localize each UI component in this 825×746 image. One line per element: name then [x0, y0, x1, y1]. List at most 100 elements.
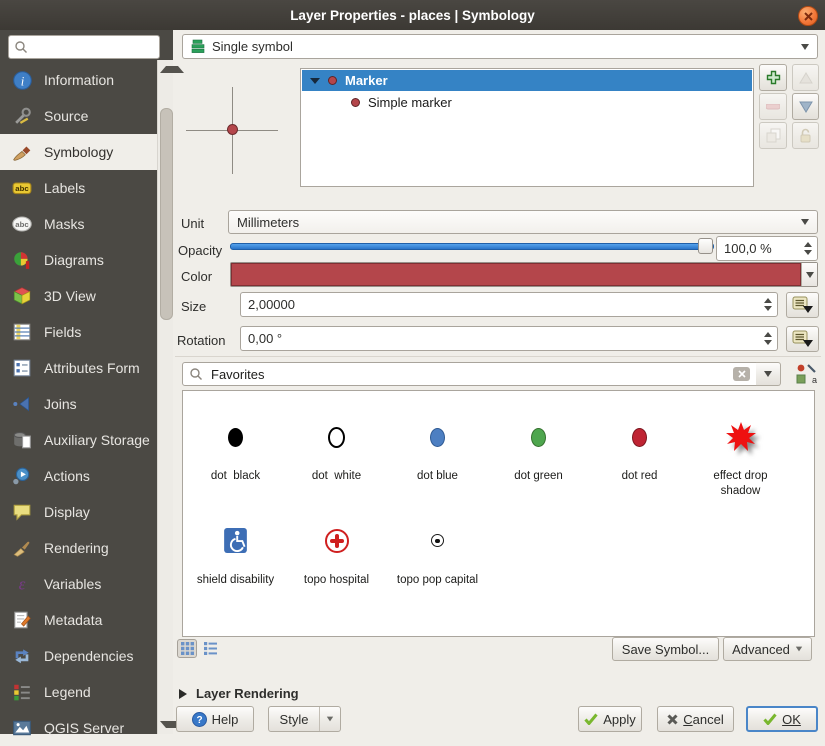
wheelchair-icon — [224, 528, 247, 554]
ok-button[interactable]: OK — [746, 706, 818, 732]
sidebar-item-legend[interactable]: Legend — [0, 674, 157, 710]
save-symbol-button[interactable]: Save Symbol... — [612, 637, 719, 661]
sidebar-item-auxiliary-storage[interactable]: Auxiliary Storage — [0, 422, 157, 458]
size-spinbox[interactable]: 2,00000 — [240, 292, 778, 317]
style-dropdown[interactable] — [319, 707, 340, 731]
sidebar-item-joins[interactable]: Joins — [0, 386, 157, 422]
advanced-button[interactable]: Advanced — [723, 637, 812, 661]
sidebar-item-fields[interactable]: Fields — [0, 314, 157, 350]
sidebar-search[interactable] — [8, 35, 160, 59]
lock-colors-button[interactable] — [792, 122, 819, 149]
symbol-filter[interactable] — [182, 362, 757, 386]
tree-child-label: Simple marker — [368, 95, 452, 110]
remove-symbol-layer-button[interactable] — [759, 93, 787, 120]
color-swatch[interactable] — [231, 263, 801, 286]
sidebar-items: i Information Source Symbology abc Label… — [0, 62, 157, 746]
move-up-button[interactable] — [792, 64, 819, 91]
tree-row-simple-marker[interactable]: Simple marker — [301, 92, 753, 113]
sidebar-item-masks[interactable]: abc Masks — [0, 206, 157, 242]
clear-filter-icon[interactable] — [733, 367, 750, 381]
brush-icon — [12, 538, 32, 558]
unlock-icon — [800, 128, 811, 143]
sidebar-item-variables[interactable]: ε Variables — [0, 566, 157, 602]
layer-rendering-header[interactable]: Layer Rendering — [179, 686, 299, 701]
sidebar-item-qgis-server[interactable]: QGIS Server — [0, 710, 157, 746]
sidebar-item-information[interactable]: i Information — [0, 62, 157, 98]
list-view-button[interactable] — [200, 639, 220, 658]
cancel-button[interactable]: Cancel — [657, 706, 734, 732]
renderer-combobox[interactable]: Single symbol — [182, 34, 818, 59]
sidebar-item-label: Fields — [44, 324, 82, 340]
symbol-label: shield disability — [196, 573, 275, 586]
symbol-item[interactable]: dot red — [589, 405, 690, 499]
symbol-browser-grid[interactable]: dot black dot white dot blue dot green d… — [182, 390, 815, 637]
filter-dropdown-button[interactable] — [756, 362, 781, 386]
scrollbar-thumb[interactable] — [160, 108, 173, 320]
sidebar-item-source[interactable]: Source — [0, 98, 157, 134]
symbol-item[interactable]: dot white — [286, 405, 387, 499]
symbol-item[interactable]: shield disability — [185, 509, 286, 588]
sidebar-item-rendering[interactable]: Rendering — [0, 530, 157, 566]
symbol-item[interactable]: dot blue — [387, 405, 488, 499]
scroll-down-icon[interactable] — [160, 721, 184, 728]
sidebar-item-dependencies[interactable]: Dependencies — [0, 638, 157, 674]
style-manager-icon: a — [796, 364, 817, 385]
spin-arrows-icon[interactable] — [764, 332, 777, 345]
size-data-defined-button[interactable] — [786, 292, 819, 318]
hospital-cross-icon — [324, 528, 349, 553]
sidebar-item-display[interactable]: Display — [0, 494, 157, 530]
apply-button[interactable]: Apply — [578, 706, 642, 732]
form-icon — [12, 358, 32, 378]
symbol-label: topo hospital — [303, 573, 370, 586]
close-icon[interactable] — [798, 6, 818, 26]
data-defined-icon — [792, 330, 813, 347]
size-label: Size — [181, 299, 207, 314]
sidebar-item-labels[interactable]: abc Labels — [0, 170, 157, 206]
single-symbol-icon — [191, 39, 205, 53]
symbol-item[interactable]: topo pop capital — [387, 509, 488, 588]
rotation-data-defined-button[interactable] — [786, 326, 819, 352]
opacity-spinbox[interactable]: 100,0 % — [716, 236, 818, 261]
sidebar-item-3d-view[interactable]: 3D View — [0, 278, 157, 314]
x-icon — [667, 713, 678, 725]
svg-text:a: a — [812, 375, 817, 385]
symbol-label: dot white — [311, 470, 362, 482]
symbol-item[interactable]: dot black — [185, 405, 286, 499]
symbol-layer-tree[interactable]: Marker Simple marker — [300, 68, 754, 187]
sidebar-item-actions[interactable]: Actions — [0, 458, 157, 494]
add-symbol-layer-button[interactable] — [759, 64, 787, 91]
capital-dot-icon — [431, 534, 444, 548]
tree-root-label: Marker — [345, 73, 388, 88]
unit-combobox[interactable]: Millimeters — [228, 210, 818, 234]
symbol-item[interactable]: effect drop shadow — [690, 405, 791, 499]
symbol-item[interactable]: dot green — [488, 405, 589, 499]
color-dropdown[interactable] — [801, 263, 817, 286]
list-view-icon — [203, 642, 217, 655]
sidebar-search-input[interactable] — [28, 39, 154, 55]
database-icon — [12, 430, 32, 450]
opacity-slider[interactable] — [230, 243, 714, 250]
icon-view-button[interactable] — [177, 639, 197, 658]
rotation-spinbox[interactable]: 0,00 ° — [240, 326, 778, 351]
expander-icon[interactable] — [310, 77, 320, 84]
color-button[interactable] — [230, 262, 818, 287]
duplicate-symbol-layer-button[interactable] — [759, 122, 787, 149]
style-manager-button[interactable]: a — [792, 362, 819, 386]
symbol-item[interactable]: topo hospital — [286, 509, 387, 588]
scroll-up-icon[interactable] — [160, 66, 184, 73]
spin-arrows-icon[interactable] — [804, 242, 817, 255]
symbol-filter-input[interactable] — [209, 365, 727, 383]
style-button[interactable]: Style — [268, 706, 341, 732]
help-button[interactable]: ? Help — [176, 706, 254, 732]
sidebar-scrollbar[interactable] — [157, 60, 184, 734]
tree-row-marker[interactable]: Marker — [302, 70, 752, 91]
chevron-down-icon — [764, 371, 772, 377]
spin-arrows-icon[interactable] — [764, 298, 777, 311]
opacity-slider-handle[interactable] — [698, 238, 713, 254]
move-down-button[interactable] — [792, 93, 819, 120]
sidebar-item-symbology[interactable]: Symbology — [0, 134, 157, 170]
info-icon: i — [12, 70, 32, 90]
sidebar-item-metadata[interactable]: Metadata — [0, 602, 157, 638]
sidebar-item-attributes-form[interactable]: Attributes Form — [0, 350, 157, 386]
sidebar-item-diagrams[interactable]: Diagrams — [0, 242, 157, 278]
